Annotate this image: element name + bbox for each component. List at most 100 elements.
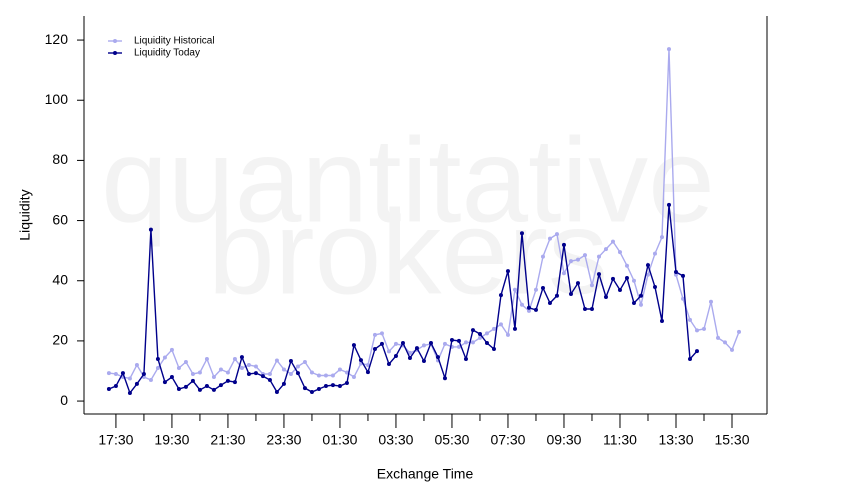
data-point <box>470 328 475 333</box>
data-point <box>617 288 622 293</box>
data-point <box>680 296 685 301</box>
data-point <box>568 259 573 264</box>
data-point <box>239 365 244 370</box>
data-point <box>358 358 363 363</box>
data-point <box>477 331 482 336</box>
data-point <box>302 386 307 391</box>
data-point <box>729 347 734 352</box>
data-point <box>694 349 699 354</box>
data-point <box>148 378 153 383</box>
data-point <box>134 362 139 367</box>
data-point <box>344 370 349 375</box>
data-point <box>708 299 713 304</box>
data-point <box>575 257 580 262</box>
data-point <box>281 367 286 372</box>
data-point <box>617 250 622 255</box>
data-point <box>547 236 552 241</box>
data-point <box>631 300 636 305</box>
data-point <box>274 390 279 395</box>
data-point <box>680 273 685 278</box>
data-point <box>449 337 454 342</box>
data-point <box>232 380 237 385</box>
data-point <box>694 328 699 333</box>
x-tick-label: 03:30 <box>378 432 413 448</box>
data-point <box>575 281 580 286</box>
x-tick-label: 23:30 <box>266 432 301 448</box>
data-point <box>288 371 293 376</box>
data-point <box>400 341 405 346</box>
data-point <box>442 341 447 346</box>
data-point <box>190 371 195 376</box>
legend-label: Liquidity Historical <box>134 36 215 47</box>
data-point <box>197 370 202 375</box>
data-point <box>337 384 342 389</box>
data-point <box>533 307 538 312</box>
data-point <box>484 341 489 346</box>
data-point <box>610 276 615 281</box>
data-point <box>666 47 671 52</box>
data-point <box>498 322 503 327</box>
data-point <box>715 335 720 340</box>
data-point <box>232 356 237 361</box>
data-point <box>596 272 601 277</box>
x-axis-label: Exchange Time <box>377 466 474 482</box>
data-point <box>603 247 608 252</box>
data-point <box>540 285 545 290</box>
data-point <box>554 293 559 298</box>
data-point <box>218 367 223 372</box>
data-point <box>512 287 517 292</box>
x-tick-label: 21:30 <box>210 432 245 448</box>
data-point <box>673 270 678 275</box>
data-point <box>407 356 412 361</box>
data-point <box>162 380 167 385</box>
y-tick-label: 120 <box>45 31 69 47</box>
data-point <box>463 356 468 361</box>
data-point <box>246 371 251 376</box>
data-point <box>183 384 188 389</box>
data-point <box>645 263 650 268</box>
data-point <box>113 384 118 389</box>
data-point <box>253 371 258 376</box>
data-point <box>239 355 244 360</box>
data-point <box>218 383 223 388</box>
x-tick-label: 09:30 <box>546 432 581 448</box>
data-point <box>169 347 174 352</box>
data-point <box>176 387 181 392</box>
data-point <box>106 387 111 392</box>
data-point <box>365 362 370 367</box>
data-point <box>463 340 468 345</box>
data-point <box>197 387 202 392</box>
data-point <box>736 329 741 334</box>
data-point <box>603 294 608 299</box>
data-point <box>582 307 587 312</box>
x-tick-label: 17:30 <box>98 432 133 448</box>
data-point <box>722 340 727 345</box>
data-point <box>323 373 328 378</box>
data-point <box>260 374 265 379</box>
data-point <box>407 350 412 355</box>
data-point <box>561 271 566 276</box>
data-point <box>295 371 300 376</box>
x-tick-label: 13:30 <box>658 432 693 448</box>
data-point <box>393 353 398 358</box>
data-point <box>113 371 118 376</box>
legend-marker <box>113 51 117 55</box>
data-point <box>456 338 461 343</box>
data-point <box>540 254 545 259</box>
data-point <box>267 378 272 383</box>
data-point <box>386 349 391 354</box>
x-tick-label: 19:30 <box>154 432 189 448</box>
watermark: brokers <box>208 186 608 320</box>
data-point <box>687 356 692 361</box>
data-point <box>554 232 559 237</box>
data-point <box>386 362 391 367</box>
x-tick-label: 11:30 <box>603 432 637 448</box>
data-point <box>582 253 587 258</box>
x-tick-label: 01:30 <box>322 432 357 448</box>
x-tick-label: 07:30 <box>490 432 525 448</box>
data-point <box>302 359 307 364</box>
data-point <box>533 287 538 292</box>
data-point <box>330 383 335 388</box>
watermark: quantitative <box>101 114 715 248</box>
